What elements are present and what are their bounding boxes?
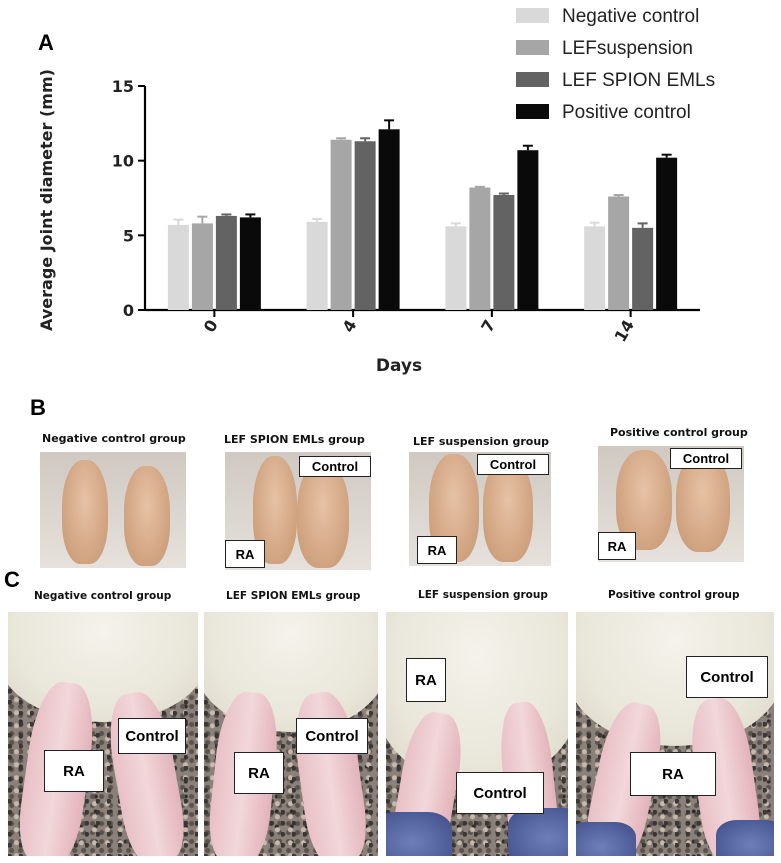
chart-bars — [167, 119, 678, 310]
caption-c-positive: Positive control group — [608, 589, 740, 601]
tag-control: Control — [296, 718, 368, 754]
glove-right — [716, 820, 774, 856]
tag-ra: RA — [630, 752, 716, 796]
bar-4-2 — [354, 141, 376, 310]
photo-b-spion: Control RA — [225, 452, 371, 570]
x-tick-label: 7 — [477, 317, 499, 336]
chart-legend: Negative control LEFsuspension LEF SPION E… — [516, 6, 715, 123]
tag-ra: RA — [598, 532, 636, 560]
tag-control: Control — [118, 718, 186, 754]
legend-label: Positive control — [562, 102, 691, 123]
bar-14-1 — [608, 196, 630, 310]
legend-swatch — [516, 104, 549, 119]
bar-7-2 — [493, 195, 515, 310]
glove-right — [508, 808, 568, 856]
leg-right — [288, 688, 372, 856]
bar-7-1 — [469, 187, 491, 310]
bar-4-3 — [378, 129, 400, 310]
bar-14-2 — [632, 227, 654, 310]
bar-14-0 — [584, 226, 606, 310]
bar-0-3 — [239, 217, 261, 310]
tag-control: Control — [456, 772, 544, 814]
leg-right — [101, 688, 191, 856]
fur — [8, 612, 198, 722]
caption-b-negative: Negative control group — [42, 432, 186, 445]
caption-b-positive: Positive control group — [610, 426, 748, 439]
y-tick-label: 15 — [112, 77, 134, 96]
photo-c-suspension: RA Control — [386, 612, 568, 856]
bar-4-0 — [306, 221, 328, 310]
bar-4-1 — [330, 139, 352, 310]
tag-control: Control — [477, 454, 549, 475]
panel-c-letter: C — [4, 567, 20, 592]
x-tick-label: 14 — [611, 317, 639, 346]
y-tick-label: 0 — [123, 301, 134, 320]
bar-0-2 — [215, 215, 237, 310]
bar-7-0 — [445, 226, 467, 310]
legend-label: LEF SPION EMLs — [562, 70, 715, 91]
bar-chart: Negative control LEFsuspension LEF SPION E… — [37, 6, 715, 376]
tag-ra: RA — [225, 540, 265, 568]
photo-b-suspension: Control RA — [409, 452, 551, 566]
tag-control: Control — [686, 656, 768, 698]
legend-swatch — [516, 8, 549, 23]
photo-c-negative: Control RA — [8, 612, 198, 856]
paw-right — [297, 462, 349, 568]
photo-c-spion: Control RA — [204, 612, 378, 856]
photo-b-positive: Control RA — [598, 446, 744, 562]
photo-b-negative — [40, 452, 186, 568]
x-tick-label: 4 — [339, 317, 361, 336]
glove-left — [576, 822, 636, 856]
bar-7-3 — [517, 150, 539, 310]
tag-control: Control — [299, 456, 371, 477]
caption-b-spion: LEF SPION EMLs group — [224, 433, 365, 446]
caption-c-negative: Negative control group — [34, 590, 172, 602]
paw-left — [62, 460, 108, 564]
legend-label: Negative control — [562, 6, 699, 27]
glove-left — [386, 812, 452, 856]
tag-ra: RA — [406, 658, 446, 702]
paw-right — [124, 466, 170, 566]
x-tick-label: 0 — [200, 317, 222, 336]
caption-c-suspension: LEF suspension group — [418, 589, 548, 601]
legend-label: LEFsuspension — [562, 38, 693, 59]
bar-14-3 — [656, 157, 678, 310]
bar-0-0 — [167, 224, 189, 310]
photo-c-positive: Control RA — [576, 612, 774, 856]
tag-control: Control — [670, 448, 742, 469]
y-axis-label: Average Joint diameter (mm) — [37, 69, 56, 331]
tag-ra: RA — [417, 536, 457, 564]
x-axis-label: Days — [376, 356, 422, 376]
paw-right — [483, 458, 533, 562]
caption-c-spion: LEF SPION EMLs group — [226, 590, 361, 602]
chart-axes — [143, 86, 700, 312]
y-tick-label: 5 — [123, 226, 134, 245]
panel-b-letter: B — [30, 395, 46, 420]
tag-ra: RA — [44, 750, 104, 792]
caption-b-suspension: LEF suspension group — [413, 435, 550, 448]
panel-a-letter: A — [38, 30, 54, 55]
legend-swatch — [516, 40, 549, 55]
tag-ra: RA — [234, 752, 284, 794]
bar-0-1 — [191, 223, 213, 310]
y-tick-label: 10 — [112, 152, 134, 171]
legend-swatch — [516, 72, 549, 87]
